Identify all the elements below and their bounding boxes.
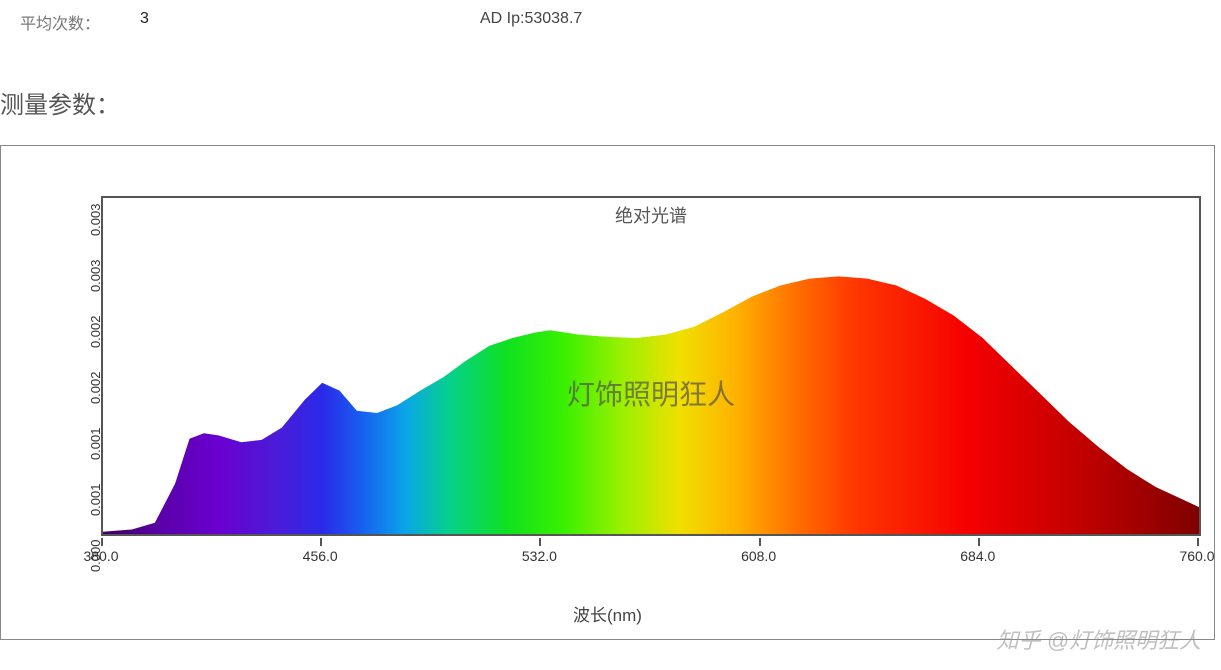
section-title: 测量参数： [0, 85, 120, 120]
ad-ip-label: AD Ip:53038.7 [480, 10, 582, 28]
x-tick-label: 760.0 [1179, 548, 1214, 564]
x-tick-mark [539, 538, 541, 546]
x-tick-label: 608.0 [741, 548, 776, 564]
plot-area: 绝对光谱 灯饰照明狂人 [101, 196, 1201, 536]
x-axis-title: 波长(nm) [573, 601, 642, 626]
x-tick-label: 684.0 [960, 548, 995, 564]
center-watermark: 灯饰照明狂人 [567, 373, 735, 413]
spectrum-fill [103, 198, 1199, 534]
x-tick-label: 380.0 [83, 548, 118, 564]
x-tick-label: 532.0 [522, 548, 557, 564]
avg-count-label: 平均次数： [20, 10, 100, 34]
x-tick-mark [320, 538, 322, 546]
corner-watermark: 知乎 @灯饰照明狂人 [997, 623, 1201, 655]
x-axis: 380.0456.0532.0608.0684.0760.0 [101, 538, 1201, 568]
x-tick-mark [978, 538, 980, 546]
spectrum-svg [103, 198, 1199, 534]
chart-title: 绝对光谱 [615, 202, 687, 228]
x-tick-mark [1197, 538, 1199, 546]
avg-count-value: 3 [140, 10, 149, 28]
header-row: 平均次数： 3 AD Ip:53038.7 [0, 10, 1221, 40]
x-tick-mark [759, 538, 761, 546]
x-tick-mark [101, 538, 103, 546]
x-tick-label: 456.0 [303, 548, 338, 564]
y-axis: 0.0000.0010.0010.0020.0020.0030.003 [46, 156, 101, 539]
chart-panel: 0.0000.0010.0010.0020.0020.0030.003 绝对光谱… [0, 145, 1215, 640]
